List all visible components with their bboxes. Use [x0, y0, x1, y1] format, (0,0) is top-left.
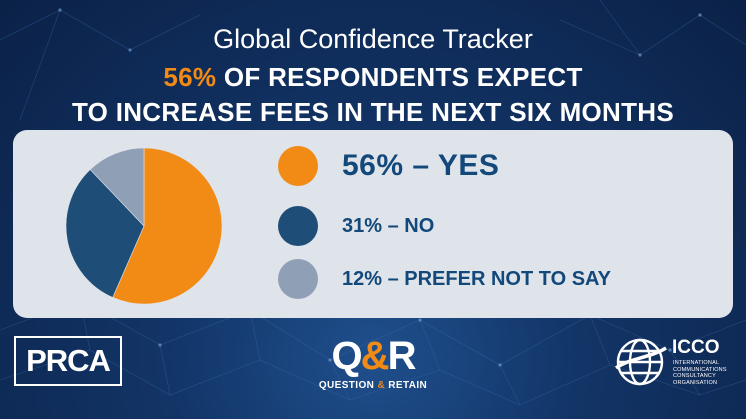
pie-slice-yes [112, 147, 223, 305]
legend-label-yes: 56% – YES [342, 149, 500, 182]
headline-line-1: 56% OF RESPONDENTS EXPECT [0, 62, 746, 93]
pie-slice-prefer-not-to-say [89, 147, 145, 227]
qr-tagline: QUESTION & RETAIN [318, 380, 428, 391]
icco-subtitle-line: CONSULTANCY [673, 373, 716, 379]
icco-subtitle-line: COMMUNICATIONS [673, 366, 727, 373]
legend-swatch-prefer-not-to-say [278, 259, 318, 299]
qr-letter-r: R [387, 334, 417, 378]
icco-logo: ICCO INTERNATIONAL COMMUNICATIONS CONSUL… [612, 334, 737, 390]
qr-mark: Q&R [318, 334, 428, 378]
qr-ampersand: & [360, 334, 390, 378]
question-and-retain-logo: Q&R QUESTION & RETAIN [318, 334, 428, 391]
headline-percentage: 56% [163, 62, 217, 92]
pie-slice-no [65, 169, 145, 298]
qr-tagline-question: QUESTION [318, 380, 375, 391]
legend-item-prefer-not-to-say: 12% – PREFER NOT TO SAY [278, 259, 611, 299]
legend-swatch-no [278, 206, 318, 246]
qr-letter-q: Q [331, 334, 363, 378]
icco-name: ICCO [672, 337, 720, 358]
headline-text: OF RESPONDENTS EXPECT [216, 62, 583, 92]
qr-tagline-retain: RETAIN [388, 380, 428, 391]
legend-item-yes: 56% – YES [278, 146, 499, 186]
headline-line-2: TO INCREASE FEES IN THE NEXT SIX MONTHS [71, 97, 675, 127]
legend-item-no: 31% – NO [278, 206, 434, 246]
globe-icon [614, 338, 667, 386]
page-title: Global Confidence Tracker [213, 24, 533, 54]
legend-label-prefer-not-to-say: 12% – PREFER NOT TO SAY [342, 267, 611, 290]
pie-chart [65, 147, 223, 305]
icco-subtitle-line: ORGANISATION [673, 379, 718, 386]
icco-subtitle: INTERNATIONAL COMMUNICATIONS CONSULTANCY… [673, 360, 727, 386]
prca-logo: PRCA [14, 336, 122, 386]
qr-tagline-ampersand: & [377, 380, 386, 391]
icco-subtitle-line: INTERNATIONAL [673, 360, 720, 366]
legend-label-no: 31% – NO [342, 214, 435, 237]
legend-swatch-yes [278, 146, 318, 186]
